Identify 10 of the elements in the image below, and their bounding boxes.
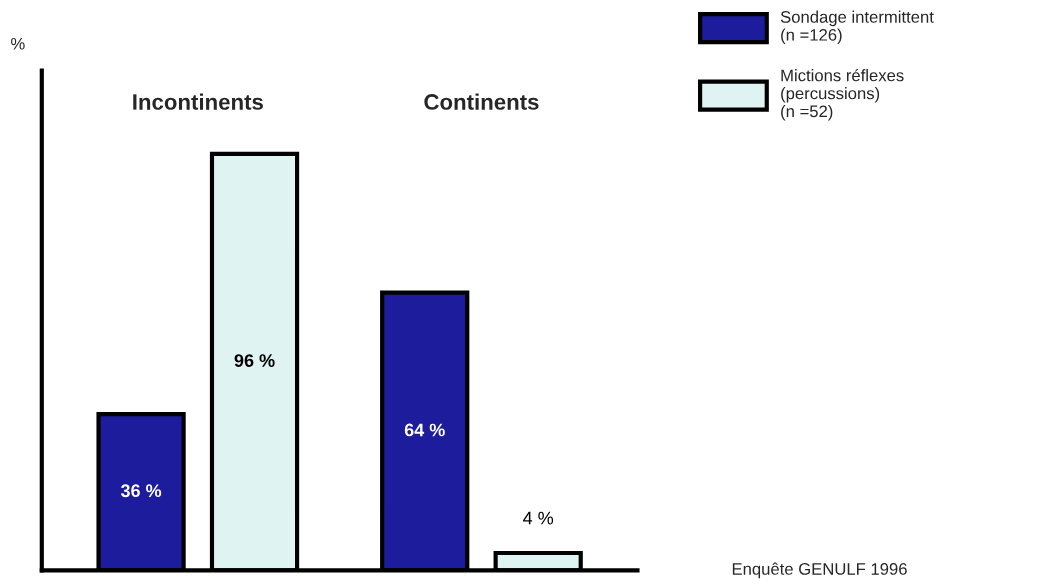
data-label: 96 % xyxy=(234,354,275,367)
text: Enquête GENULF 1996 xyxy=(732,562,907,579)
legend-label: Sondage intermittent (n =126) xyxy=(780,10,934,45)
y-axis-title: % xyxy=(11,37,25,50)
data-label: 4 % xyxy=(523,511,554,525)
x-tick-label: Continents xyxy=(424,93,539,110)
x-tick-label: Incontinents xyxy=(133,93,263,110)
legend-label: Mictions réflexes (percussions) (n =52) xyxy=(781,68,904,121)
data-label: 36 % xyxy=(120,484,162,498)
data-label: 64 % xyxy=(404,423,445,437)
